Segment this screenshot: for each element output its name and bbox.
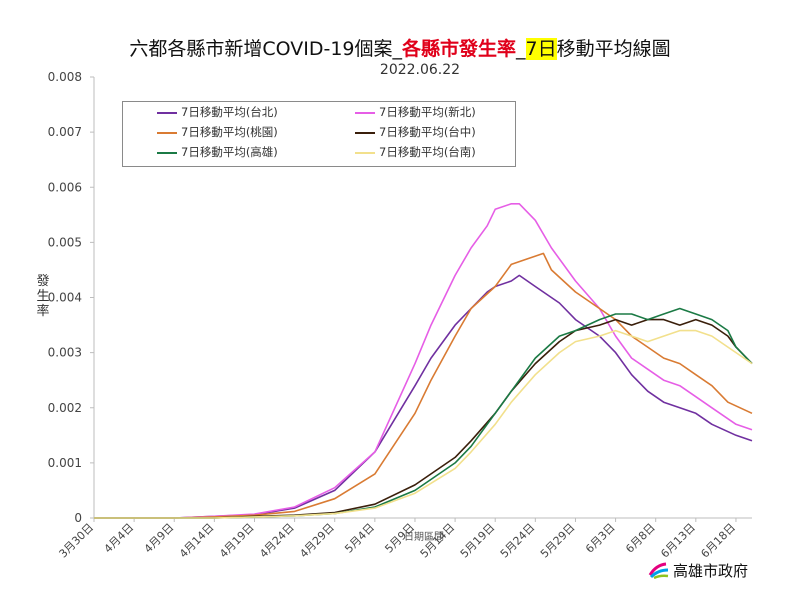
x-tick-label: 6月13日 (658, 521, 698, 561)
y-axis-label-char: 發 (36, 274, 50, 289)
series-line-2 (94, 252, 753, 519)
x-axis-label: 日期區間 (404, 532, 444, 543)
legend-swatch (157, 131, 177, 134)
y-axis-label-char: 率 (36, 304, 50, 319)
x-tick-label: 4月4日 (102, 521, 137, 556)
y-tick-label: 0.007 (48, 125, 82, 139)
x-tick-label: 4月19日 (217, 521, 257, 561)
legend-swatch (355, 131, 375, 134)
y-tick-label: 0.001 (48, 456, 82, 470)
chart-title: 六都各縣市新增COVID-19個案_各縣市發生率_7日移動平均線圖 (0, 34, 800, 61)
y-tick-label: 0 (74, 511, 82, 525)
y-axis-label-char: 生 (36, 289, 50, 304)
title-part-2: 各縣市發生率 (402, 38, 517, 60)
y-tick-label: 0.006 (48, 180, 82, 194)
legend-swatch (355, 151, 375, 154)
x-tick-label: 4月9日 (142, 521, 177, 556)
footer-text: 高雄市政府 (673, 562, 749, 580)
y-axis-label: 發生率 (36, 274, 50, 319)
x-tick-label: 5月19日 (458, 521, 498, 561)
legend-label: 7日移動平均(台北) (181, 105, 278, 119)
legend-item: 7日移動平均(台中) (355, 124, 476, 140)
legend-swatch (157, 111, 177, 114)
series-line-1 (94, 203, 753, 519)
x-tick-label: 5月4日 (342, 521, 377, 556)
x-tick-label: 4月24日 (257, 521, 297, 561)
y-tick-label: 0.005 (48, 235, 82, 249)
y-tick-label: 0.004 (48, 291, 82, 305)
legend-label: 7日移動平均(桃園) (181, 125, 278, 139)
legend-item: 7日移動平均(新北) (355, 104, 476, 120)
x-tick-label: 3月30日 (57, 521, 97, 561)
legend-swatch (157, 151, 177, 154)
legend-label: 7日移動平均(台南) (379, 145, 476, 159)
series-line-3 (94, 318, 753, 519)
legend-item: 7日移動平均(高雄) (157, 144, 278, 160)
x-tick-label: 4月14日 (177, 521, 217, 561)
kaohsiung-logo-icon (648, 562, 669, 579)
legend-item: 7日移動平均(台北) (157, 104, 278, 120)
y-tick-label: 0.002 (48, 401, 82, 415)
title-part-1: 六都各縣市新增COVID-19個案_ (129, 38, 403, 60)
series-line-5 (94, 329, 753, 519)
series-line-0 (94, 274, 753, 519)
footer-brand: 高雄市政府 (648, 560, 748, 581)
x-tick-label: 6月3日 (583, 521, 618, 556)
legend-label: 7日移動平均(台中) (379, 125, 476, 139)
title-part-4: 7日 (525, 38, 557, 60)
x-tick-label: 6月18日 (698, 521, 738, 561)
legend: 7日移動平均(台北) 7日移動平均(新北) 7日移動平均(桃園) 7日移動平均(台中)… (122, 101, 516, 167)
title-part-3: _ (516, 38, 526, 60)
x-tick-label: 5月24日 (498, 521, 538, 561)
y-tick-label: 0.003 (48, 346, 82, 360)
legend-item: 7日移動平均(桃園) (157, 124, 278, 140)
title-part-5: 移動平均線圖 (556, 38, 671, 60)
legend-label: 7日移動平均(高雄) (181, 145, 278, 159)
chart-subtitle: 2022.06.22 (379, 62, 461, 78)
x-tick-label: 4月29日 (297, 521, 337, 561)
legend-item: 7日移動平均(台南) (355, 144, 476, 160)
x-tick-label: 5月29日 (538, 521, 578, 561)
x-tick-label: 6月8日 (623, 521, 658, 556)
legend-label: 7日移動平均(新北) (379, 105, 476, 119)
legend-swatch (355, 111, 375, 114)
y-tick-label: 0.008 (48, 70, 82, 84)
